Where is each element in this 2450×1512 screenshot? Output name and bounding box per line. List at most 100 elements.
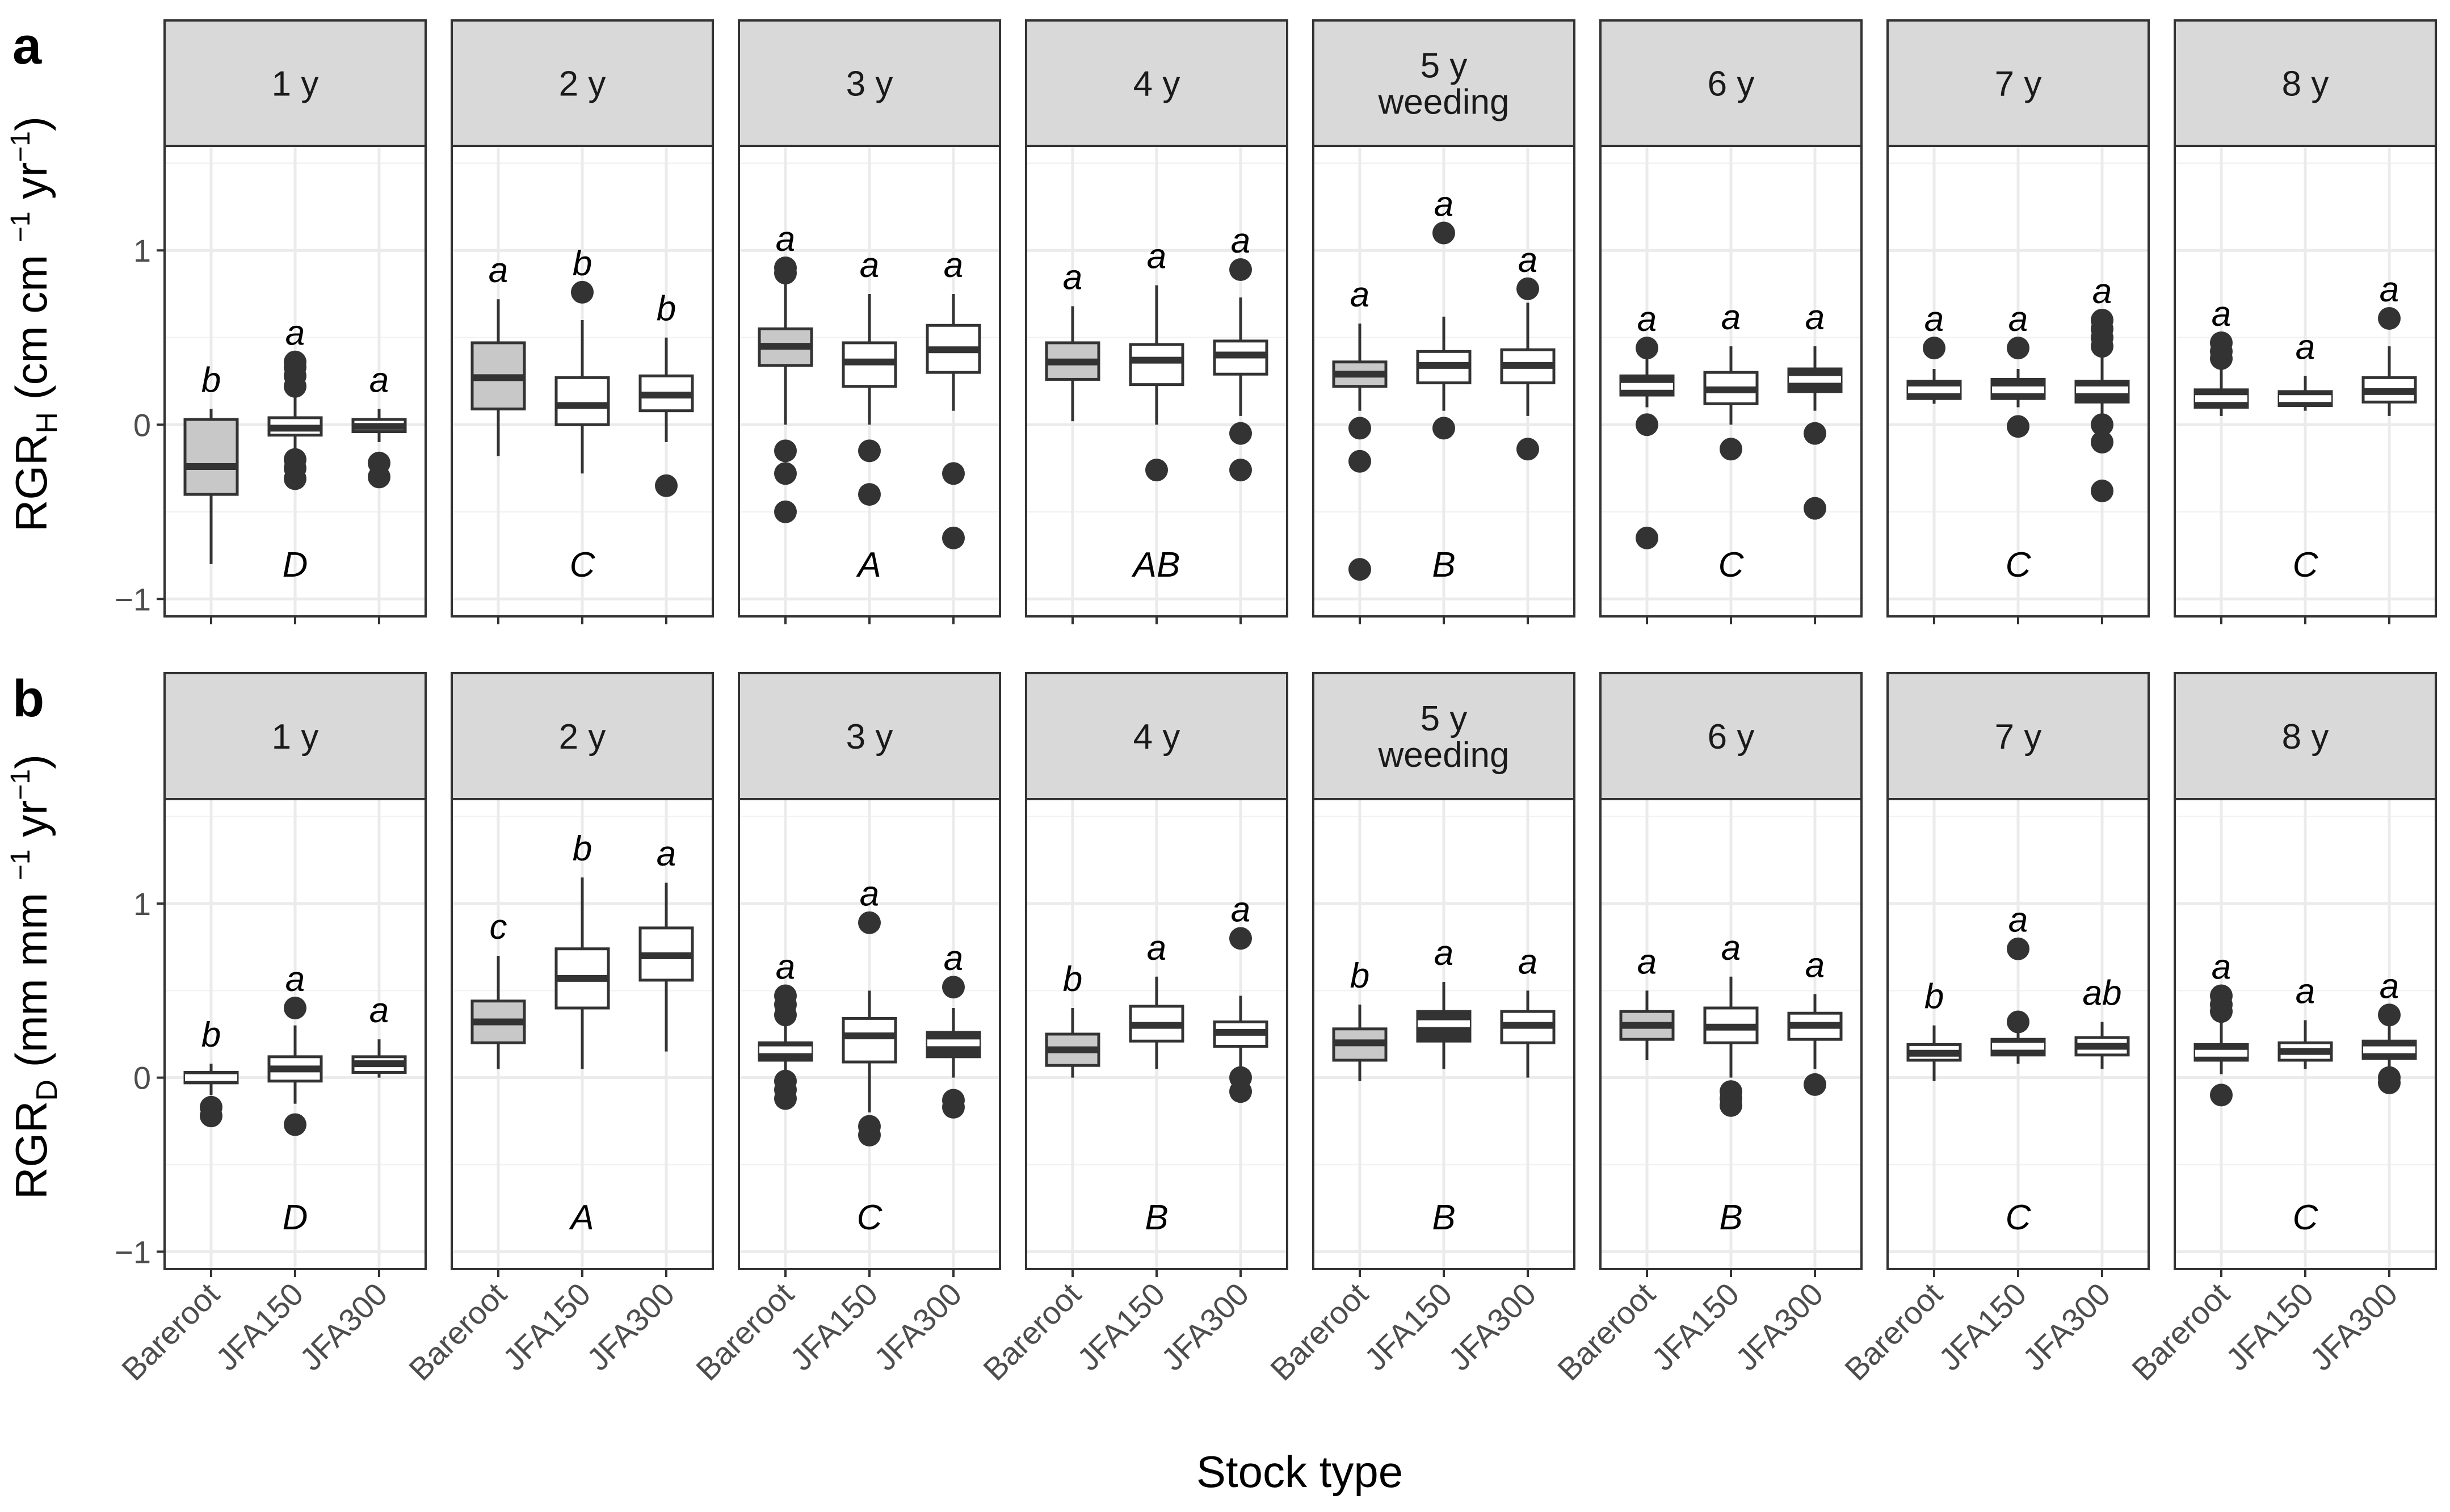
significance-letter: a	[860, 875, 879, 914]
outlier-point	[1804, 422, 1826, 445]
box-bareroot: a	[758, 220, 813, 523]
significance-letter: a	[1147, 929, 1166, 968]
significance-letter: a	[369, 991, 389, 1030]
facet-strip	[451, 672, 714, 800]
significance-letter: a	[1434, 934, 1453, 973]
significance-letter: a	[2380, 270, 2399, 309]
outlier-point	[774, 262, 797, 285]
group-letter: A	[855, 545, 881, 585]
facet-strip-label: 7 y	[1995, 717, 2042, 757]
y-axis-title-text: RGRH (cm cm −1 yr−1)	[6, 116, 64, 532]
box-bareroot: b	[183, 1015, 239, 1128]
box-jfa150: a	[1416, 185, 1472, 440]
significance-letter: b	[573, 244, 592, 283]
box-jfa150: a	[1416, 934, 1472, 1069]
facet-strip-label: 3 y	[846, 65, 893, 104]
significance-letter: b	[573, 829, 592, 868]
box-bareroot: b	[1906, 977, 1962, 1081]
outlier-point	[774, 462, 797, 485]
x-axis-title: Stock type	[1196, 1447, 1403, 1497]
box-jfa300: b	[638, 289, 694, 497]
outlier-point	[200, 1104, 222, 1128]
outlier-point	[1229, 258, 1252, 281]
box-bareroot: a	[758, 948, 813, 1110]
box-jfa150: a	[2277, 327, 2333, 411]
outlier-point	[942, 526, 965, 549]
facet-strip	[738, 19, 1001, 147]
facet-strip-label: weeding	[1378, 736, 1510, 775]
box-jfa300: a	[2361, 270, 2417, 416]
box-jfa300: a	[351, 361, 407, 489]
outlier-point	[1229, 927, 1252, 950]
y-tick-label: 0	[133, 407, 151, 443]
box-iqr	[1129, 343, 1184, 387]
box-jfa150: b	[554, 244, 610, 474]
outlier-point	[942, 1095, 965, 1119]
box-jfa300: a	[1500, 241, 1556, 461]
box-jfa300: a	[926, 939, 981, 1119]
group-letter: C	[857, 1198, 883, 1237]
significance-letter: a	[860, 246, 879, 285]
facet-strip	[1312, 19, 1575, 147]
facet-strip-label: 1 y	[272, 65, 319, 104]
outlier-point	[1348, 450, 1371, 473]
outlier-point	[1636, 337, 1658, 360]
facet-strip-label: 4 y	[1133, 717, 1180, 757]
box-jfa150: a	[267, 314, 323, 490]
significance-letter: a	[776, 220, 795, 259]
facet-a-6: 6 y a a a C	[1599, 19, 1863, 624]
outlier-point	[1804, 1073, 1826, 1096]
outlier-point	[774, 500, 797, 523]
facet-strip-label: 4 y	[1133, 65, 1180, 104]
outlier-point	[774, 439, 797, 463]
significance-letter: a	[1637, 942, 1657, 981]
panel-tag-a: a	[12, 17, 42, 75]
significance-letter: a	[1350, 275, 1369, 314]
significance-letter: a	[1063, 258, 1082, 297]
facet-strip-label: 8 y	[2282, 717, 2329, 757]
significance-letter: a	[1721, 929, 1741, 968]
y-tick-label: −1	[115, 581, 151, 617]
box-jfa300: a	[926, 246, 981, 549]
box-jfa150: a	[1703, 929, 1759, 1117]
significance-letter: a	[2212, 948, 2231, 987]
significance-letter: a	[1231, 221, 1250, 261]
outlier-point	[1516, 438, 1539, 461]
significance-letter: a	[657, 834, 676, 873]
group-letter: B	[1432, 545, 1455, 585]
box-jfa300: a	[1500, 942, 1556, 1078]
group-letter: D	[283, 545, 308, 585]
group-letter: C	[2006, 1198, 2032, 1237]
outlier-point	[1636, 526, 1658, 549]
facet-a-2: 2 y a b b C	[451, 19, 714, 624]
outlier-point	[2210, 347, 2233, 370]
box-jfa300: a	[1213, 890, 1268, 1103]
significance-letter: a	[1805, 298, 1825, 337]
panel-tag-b: b	[12, 670, 44, 728]
box-jfa150: a	[2277, 972, 2333, 1069]
facet-strip	[2174, 19, 2437, 147]
group-letter: AB	[1131, 545, 1180, 585]
outlier-point	[368, 465, 390, 489]
outlier-point	[1229, 422, 1252, 445]
group-letter: B	[1719, 1198, 1742, 1237]
significance-letter: c	[490, 908, 507, 947]
facet-strip-label: 5 y	[1421, 699, 1468, 738]
y-tick-label: 1	[133, 233, 151, 268]
group-letter: C	[2293, 1198, 2319, 1237]
box-bareroot: b	[183, 361, 239, 564]
facet-strip-label: 3 y	[846, 717, 893, 757]
facet-strip-label: 8 y	[2282, 65, 2329, 104]
significance-letter: a	[2008, 300, 2028, 339]
box-iqr	[554, 376, 610, 426]
chart-row-a: −1 0 1 1 y b a a D 2 y a b b C 3 y a a a A 4 y a a a AB 5 yweed…	[115, 19, 2437, 624]
significance-letter: a	[1518, 241, 1537, 280]
significance-letter: a	[2008, 901, 2028, 940]
facet-strip-label: 5 y	[1421, 47, 1468, 86]
facet-strip-label: 6 y	[1708, 717, 1755, 757]
box-jfa150: a	[1129, 237, 1184, 482]
box-jfa150: a	[842, 246, 897, 506]
box-jfa300: a	[351, 991, 407, 1078]
